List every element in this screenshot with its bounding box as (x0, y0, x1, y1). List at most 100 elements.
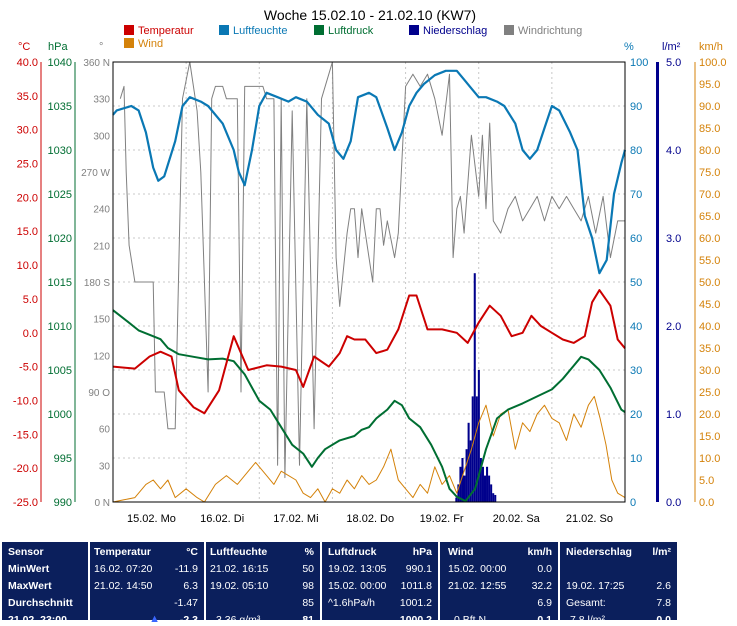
y-tick-label: 210 (93, 241, 110, 252)
y-tick-label: 90.0 (699, 101, 720, 113)
y-tick-label: 40.0 (17, 57, 38, 69)
chart-legend: Temperatur Luftfeuchte Luftdruck Niederschl… (124, 25, 582, 50)
min-value: 990.1 (405, 563, 432, 575)
rain-bar (492, 493, 495, 502)
y-tick-label: 20.0 (699, 409, 720, 421)
pressure-trend: ^1.6hPa/h (328, 597, 375, 609)
y-tick-label: 5.0 (23, 294, 38, 306)
col-unit: hPa (412, 546, 432, 558)
y-tick-label: 45.0 (699, 299, 720, 311)
max-value: 2.6 (656, 580, 671, 592)
x-tick-label: 19.02. Fr (420, 513, 464, 525)
y-tick-label: 25.0 (17, 159, 38, 171)
avg-value: -1.47 (174, 597, 198, 609)
y-tick-label: 30.0 (17, 125, 38, 137)
y-tick-label: 30 (630, 365, 642, 377)
y-tick-label: 10.0 (17, 260, 38, 272)
y-tick-label: 80 (630, 145, 642, 157)
col-title: Temperatur (94, 546, 151, 558)
legend-label: Niederschlag (423, 25, 487, 37)
y-tick-label: 60 (630, 233, 642, 245)
legend-swatch (219, 25, 229, 35)
rain-bar (461, 458, 464, 502)
rain-bar (479, 458, 482, 502)
y-tick-label: -20.0 (13, 463, 38, 475)
y-tick-label: 40 (630, 321, 642, 333)
y-tick-label: 270 W (81, 168, 110, 179)
y-tick-label: 100.0 (699, 57, 727, 69)
min-time: 19.02. 13:05 (328, 563, 387, 575)
y-tick-label: 30.0 (699, 365, 720, 377)
y-tick-label: 1025 (48, 189, 72, 201)
y-tick-label: 10 (630, 453, 642, 465)
y-tick-label: 150 (93, 315, 110, 326)
x-axis-labels: 15.02. Mo 16.02. Di 17.02. Mi 18.02. Do 19.0… (127, 513, 613, 525)
min-value: -11.9 (174, 563, 198, 575)
row-label-avg: Durchschnitt (8, 597, 73, 609)
col-unit: °C (186, 546, 198, 558)
y-tick-label: 65.0 (699, 211, 720, 223)
col-title: Sensor (8, 546, 44, 558)
col-sensor: Sensor MinWert MaxWert Durchschnitt 21.0… (2, 542, 88, 626)
col-title: Luftfeuchte (210, 546, 268, 558)
row-label-min: MinWert (8, 563, 50, 575)
y-tick-label: 70.0 (699, 189, 720, 201)
y-tick-label: 2.0 (666, 321, 681, 333)
y-tick-label: 75.0 (699, 167, 720, 179)
y-tick-label: 120 (93, 351, 110, 362)
abs-humidity: 3.36 g/m³ (216, 614, 261, 626)
total-value: 7.8 (656, 597, 671, 609)
y-tick-label: 5.0 (699, 475, 714, 487)
y-tick-label: 300 (93, 131, 110, 142)
y-tick-label: 0.0 (666, 497, 681, 509)
avg-value: 6.9 (537, 597, 552, 609)
col-wind: Wind km/h 15.02. 00:00 0.0 21.02. 12:55 … (440, 542, 558, 626)
max-time: 21.02. 12:55 (448, 580, 507, 592)
stats-panel: Sensor MinWert MaxWert Durchschnitt 21.0… (0, 537, 737, 626)
y-tick-label: 1040 (48, 57, 72, 69)
axis-ticks: 40.0 35.0 30.0 25.0 20.0 15.0 10.0 5.0 0.0 -5.0 -1… (13, 57, 727, 509)
y-tick-label: 30 (99, 461, 111, 472)
avg-value: 1001.2 (399, 597, 432, 609)
y-tick-label: 1000 (48, 409, 72, 421)
trend-arrow-icon: ▲ (149, 613, 160, 625)
y-tick-label: -25.0 (13, 497, 38, 509)
y-tick-label: 180 S (84, 278, 110, 289)
y-tick-label: 20 (630, 409, 642, 421)
rain-bar (463, 475, 466, 502)
col-title: Niederschlag (566, 546, 632, 558)
max-time: 19.02. 17:25 (566, 580, 625, 592)
rain-bar (477, 370, 480, 502)
legend-swatch (504, 25, 514, 35)
x-tick-label: 16.02. Di (200, 513, 244, 525)
rain-bar (459, 466, 462, 502)
legend-swatch (124, 25, 134, 35)
rain-bar (473, 273, 476, 502)
dir-unit: ° (99, 41, 103, 53)
y-tick-label: 90 O (88, 388, 110, 399)
legend-swatch (409, 25, 419, 35)
y-tick-label: 3.0 (666, 233, 681, 245)
min-time: 16.02. 07:20 (94, 563, 153, 575)
plot-border (112, 61, 626, 503)
footer-timestamp: 21.02. 23:00 (8, 614, 67, 626)
y-tick-label: 360 N (83, 58, 110, 69)
series-line-wind (112, 395, 626, 503)
y-tick-label: 10.0 (699, 453, 720, 465)
beaufort: 0 Bft N (454, 614, 487, 626)
chart-title: Woche 15.02.10 - 21.02.10 (KW7) (264, 7, 476, 23)
series-line-luftfeuchte (112, 69, 627, 275)
y-tick-label: 1030 (48, 145, 72, 157)
y-tick-label: 80.0 (699, 145, 720, 157)
col-unit: l/m² (652, 546, 671, 558)
col-title: Wind (448, 546, 474, 558)
max-time: 15.02. 00:00 (328, 580, 387, 592)
rain-bar (490, 484, 493, 502)
y-tick-label: 990 (54, 497, 72, 509)
col-luftdruck: Luftdruck hPa 19.02. 13:05 990.1 15.02. … (322, 542, 438, 626)
x-tick-label: 20.02. Sa (493, 513, 541, 525)
weather-chart: Woche 15.02.10 - 21.02.10 (KW7) Temperat… (13, 7, 727, 525)
y-tick-label: 1015 (48, 277, 72, 289)
y-tick-label: 330 (93, 95, 110, 106)
rain-bar (467, 422, 470, 502)
